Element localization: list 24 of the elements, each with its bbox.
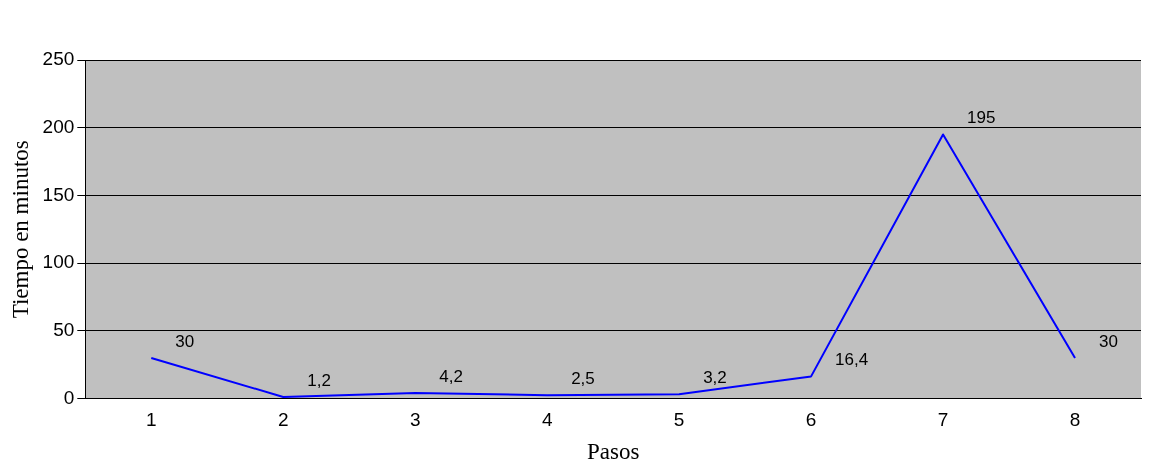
x-tick-label: 1 xyxy=(145,409,157,431)
y-tick-label: 150 xyxy=(42,183,75,205)
data-label: 1,2 xyxy=(307,370,331,390)
x-tick-label: 4 xyxy=(541,409,553,431)
x-tick-label: 5 xyxy=(673,409,685,431)
y-tick-label: 100 xyxy=(42,251,75,273)
data-label: 195 xyxy=(967,108,996,128)
y-tick-label: 200 xyxy=(42,115,75,137)
x-axis-title: Pasos xyxy=(586,439,640,465)
data-label: 30 xyxy=(175,331,195,351)
data-label: 3,2 xyxy=(703,367,727,387)
x-tick-label: 2 xyxy=(277,409,289,431)
x-tick-label: 8 xyxy=(1069,409,1081,431)
y-tick-label: 250 xyxy=(42,48,75,70)
y-tick-label: 50 xyxy=(53,319,75,341)
y-tick-label: 0 xyxy=(63,386,75,408)
y-axis-title: Tiempo en minutos xyxy=(7,140,33,319)
x-tick-label: 6 xyxy=(805,409,817,431)
data-label: 30 xyxy=(1099,331,1118,351)
x-tick-label: 7 xyxy=(937,409,949,431)
data-label: 16,4 xyxy=(835,350,869,370)
x-tick-label: 3 xyxy=(409,409,421,431)
data-label: 4,2 xyxy=(439,366,463,386)
data-label: 2,5 xyxy=(571,368,595,388)
